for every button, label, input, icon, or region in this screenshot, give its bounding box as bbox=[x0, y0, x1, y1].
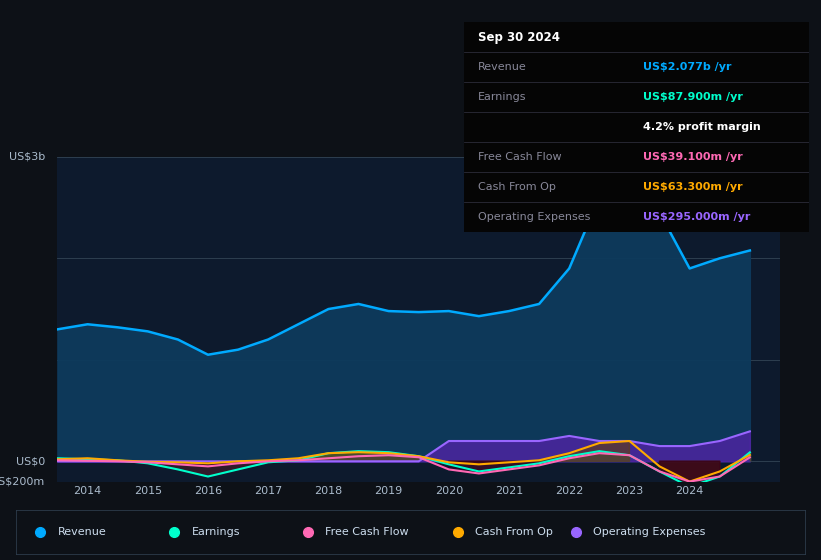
Text: Operating Expenses: Operating Expenses bbox=[478, 212, 590, 222]
Text: US$295.000m /yr: US$295.000m /yr bbox=[643, 212, 750, 222]
Text: Free Cash Flow: Free Cash Flow bbox=[325, 527, 409, 537]
Text: Cash From Op: Cash From Op bbox=[475, 527, 553, 537]
Text: Operating Expenses: Operating Expenses bbox=[594, 527, 706, 537]
Text: US$0: US$0 bbox=[16, 456, 45, 466]
Text: US$3b: US$3b bbox=[9, 152, 45, 162]
Text: Cash From Op: Cash From Op bbox=[478, 183, 556, 193]
Text: Sep 30 2024: Sep 30 2024 bbox=[478, 31, 560, 44]
Text: Free Cash Flow: Free Cash Flow bbox=[478, 152, 562, 162]
Text: US$87.900m /yr: US$87.900m /yr bbox=[643, 92, 743, 102]
Text: Revenue: Revenue bbox=[478, 62, 526, 72]
Text: US$2.077b /yr: US$2.077b /yr bbox=[643, 62, 732, 72]
Text: Earnings: Earnings bbox=[191, 527, 240, 537]
Text: US$39.100m /yr: US$39.100m /yr bbox=[643, 152, 743, 162]
Text: -US$200m: -US$200m bbox=[0, 477, 45, 487]
Text: US$63.300m /yr: US$63.300m /yr bbox=[643, 183, 743, 193]
Text: Earnings: Earnings bbox=[478, 92, 526, 102]
Text: Revenue: Revenue bbox=[57, 527, 106, 537]
Text: 4.2% profit margin: 4.2% profit margin bbox=[643, 123, 761, 132]
